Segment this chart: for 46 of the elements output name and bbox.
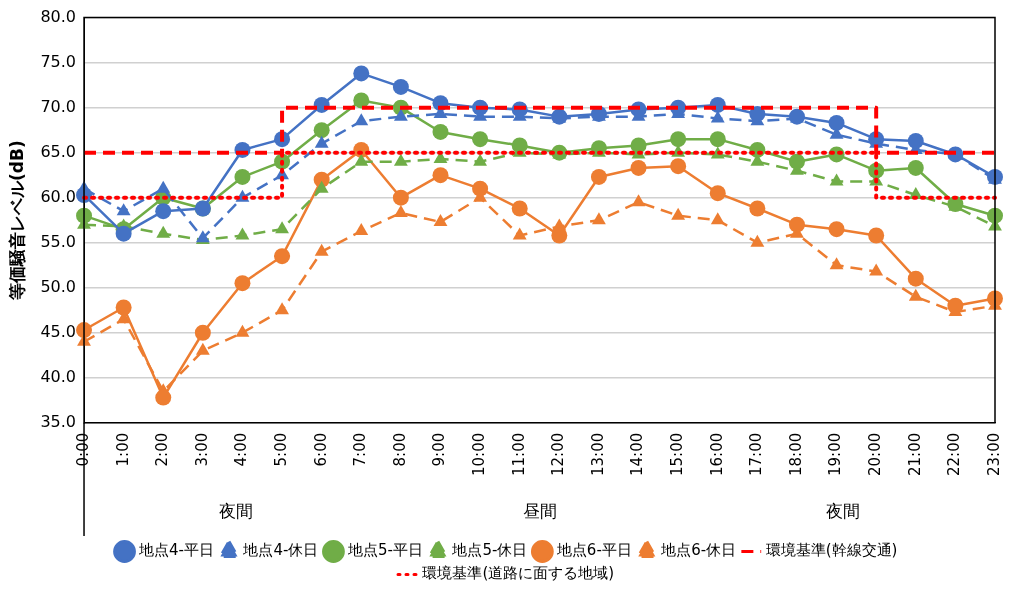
x-tick-label: 13:00 [588, 432, 607, 477]
x-tick-label: 5:00 [271, 432, 290, 467]
y-tick-label: 40.0 [40, 366, 77, 386]
x-tick-label: 3:00 [192, 432, 211, 467]
legend-label: 地点4-休日 [242, 541, 319, 560]
x-tick-label: 22:00 [945, 432, 964, 477]
x-tick-label: 0:00 [73, 432, 92, 467]
y-axis-title: 等価騒音レベル(dB) [6, 140, 27, 302]
x-tick-label: 9:00 [430, 432, 449, 467]
legend-label: 地点6-休日 [660, 541, 737, 560]
x-tick-label: 1:00 [113, 432, 132, 467]
y-tick-label: 65.0 [40, 141, 77, 161]
legend-label: 地点6-平日 [555, 541, 632, 560]
y-tick-label: 45.0 [40, 321, 77, 341]
x-tick-label: 14:00 [628, 432, 647, 477]
y-tick-label: 55.0 [40, 231, 77, 251]
x-tick-label: 17:00 [747, 432, 766, 477]
x-tick-label: 23:00 [984, 432, 1003, 477]
y-tick-label: 50.0 [40, 276, 77, 296]
x-tick-label: 2:00 [153, 432, 172, 467]
x-tick-label: 12:00 [549, 432, 568, 477]
x-tick-label: 20:00 [866, 432, 885, 477]
x-tick-label: 6:00 [311, 432, 330, 467]
x-tick-label: 21:00 [905, 432, 924, 477]
y-tick-label: 70.0 [40, 96, 77, 116]
legend-label: 地点5-平日 [346, 541, 423, 560]
x-tick-label: 8:00 [390, 432, 409, 467]
y-tick-label: 35.0 [40, 411, 77, 431]
legend-label: 地点4-平日 [138, 541, 214, 560]
x-tick-label: 18:00 [786, 432, 805, 477]
x-tick-label: 19:00 [826, 432, 845, 477]
text: 夜間 [826, 501, 861, 522]
x-tick-label: 4:00 [232, 432, 251, 467]
text: 夜間 [218, 501, 253, 522]
text: 昼間 [522, 501, 557, 522]
y-tick-label: 75.0 [40, 51, 77, 71]
x-tick-label: 7:00 [351, 432, 370, 467]
legend-label: 地点5-休日 [451, 541, 528, 560]
x-tick-label: 15:00 [668, 432, 687, 477]
y-tick-label: 60.0 [40, 186, 77, 206]
x-tick-label: 16:00 [707, 432, 726, 477]
x-tick-label: 11:00 [509, 432, 528, 477]
legend-label: 環境基準(道路に面する地域) [422, 564, 615, 583]
legend-label: 環境基準(幹線交通) [765, 541, 898, 560]
y-tick-label: 80.0 [40, 6, 77, 26]
x-tick-label: 10:00 [469, 432, 488, 477]
